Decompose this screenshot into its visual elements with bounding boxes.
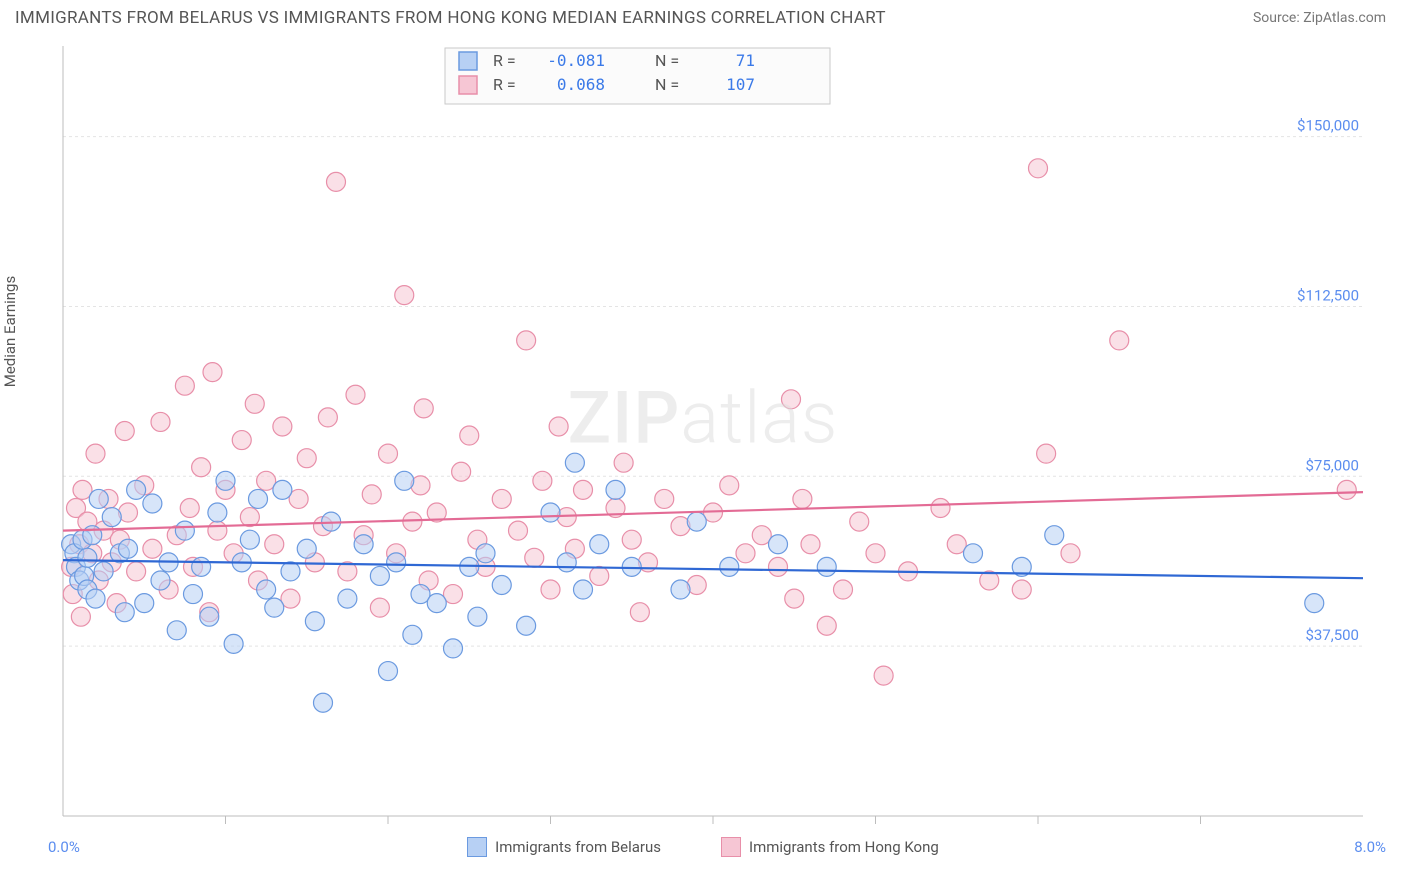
svg-text:$112,500: $112,500 (1297, 286, 1359, 304)
legend-label-belarus: Immigrants from Belarus (495, 838, 661, 856)
svg-text:$150,000: $150,000 (1297, 117, 1359, 135)
legend-item-hongkong: Immigrants from Hong Kong (721, 837, 939, 857)
svg-text:0.068: 0.068 (557, 75, 605, 94)
legend-item-belarus: Immigrants from Belarus (467, 837, 661, 857)
x-max-label: 8.0% (1354, 838, 1386, 856)
legend-label-hongkong: Immigrants from Hong Kong (749, 838, 939, 856)
chart-title: IMMIGRANTS FROM BELARUS VS IMMIGRANTS FR… (15, 8, 886, 28)
svg-text:-0.081: -0.081 (547, 51, 605, 70)
svg-text:R =: R = (493, 75, 516, 94)
svg-text:N =: N = (655, 51, 679, 70)
x-axis-footer: 0.0% Immigrants from Belarus Immigrants … (0, 837, 1406, 857)
svg-text:107: 107 (726, 75, 755, 94)
svg-text:R =: R = (493, 51, 516, 70)
swatch-belarus (467, 837, 487, 857)
scatter-chart: $37,500 $75,000 $112,500 $150,000 R = -0.081 N… (15, 36, 1375, 831)
svg-text:N =: N = (655, 75, 679, 94)
source-label: Source: ZipAtlas.com (1253, 10, 1386, 26)
svg-text:71: 71 (736, 51, 755, 70)
swatch-hongkong (721, 837, 741, 857)
svg-text:$75,000: $75,000 (1305, 456, 1359, 474)
svg-text:$37,500: $37,500 (1305, 626, 1359, 644)
y-axis-label: Median Earnings (1, 275, 19, 386)
x-min-label: 0.0% (48, 838, 80, 856)
